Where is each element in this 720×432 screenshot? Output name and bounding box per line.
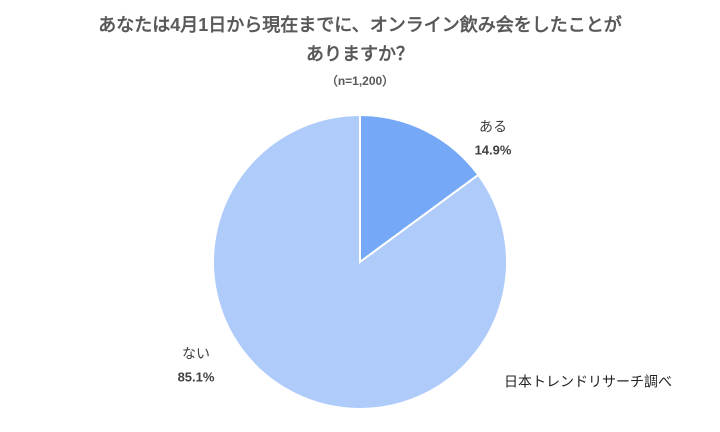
chart-title: あなたは4月1日から現在までに、オンライン飲み会をしたことが bbox=[98, 14, 621, 35]
value-label: 85.1% bbox=[178, 369, 215, 384]
chart-title: ありますか？ bbox=[306, 44, 414, 64]
slice-label: ない bbox=[182, 346, 210, 362]
slice-label: ある bbox=[479, 119, 507, 135]
pie-slice bbox=[212, 113, 508, 410]
value-label: 14.9% bbox=[475, 142, 512, 157]
source-note: 日本トレンドリサーチ調べ bbox=[504, 374, 672, 390]
pie-slice bbox=[359, 113, 480, 264]
chart-subtitle: （n=1,200） bbox=[326, 73, 394, 88]
